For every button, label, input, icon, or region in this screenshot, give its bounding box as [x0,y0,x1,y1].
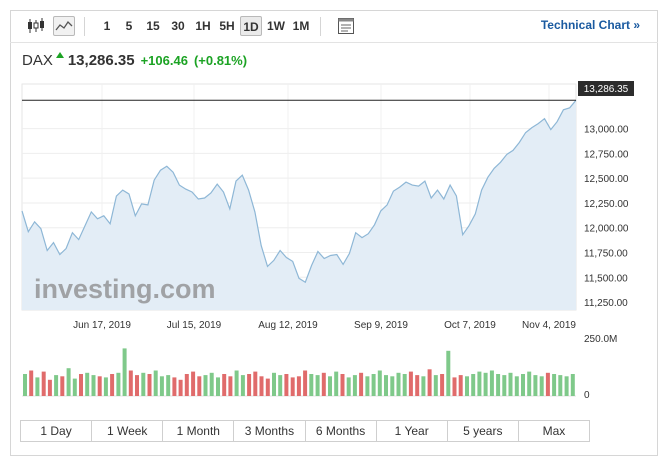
timeframe-5[interactable]: 5 [125,19,133,33]
toolbar-divider [84,17,85,36]
timeframe-30[interactable]: 30 [171,19,185,33]
range-1-week[interactable]: 1 Week [92,421,164,441]
range-max[interactable]: Max [542,424,566,438]
timeframe-1h[interactable]: 1H [195,19,211,33]
timeframe-1w[interactable]: 1W [267,19,285,33]
candlestick-chart-icon[interactable] [25,16,47,36]
timeframe-15[interactable]: 15 [146,19,160,33]
chart-widget-frame [10,10,658,456]
range-6-months[interactable]: 6 Months [306,421,377,441]
range-3-months[interactable]: 3 Months [234,421,306,441]
line-chart-icon[interactable] [53,16,75,36]
price-change: +106.46 [140,53,188,68]
range-1-month[interactable]: 1 Month [163,421,235,441]
technical-chart-link[interactable]: Technical Chart » [540,18,640,32]
range-5-years[interactable]: 5 years [448,421,519,441]
chart-settings-icon[interactable] [335,16,357,36]
up-arrow-icon [55,52,64,58]
timeframe-1d[interactable]: 1D [240,16,262,36]
range-1-day[interactable]: 1 Day [21,421,93,441]
timeframe-5h[interactable]: 5H [219,19,235,33]
toolbar-divider [320,17,321,36]
timeframe-1[interactable]: 1 [103,19,111,33]
range-1-year[interactable]: 1 Year [377,421,448,441]
quote-header: DAX 13,286.35 +106.46 (+0.81%) [22,52,247,69]
last-price: 13,286.35 [67,52,135,69]
timeframe-1m[interactable]: 1M [292,19,310,33]
price-change-percent: (+0.81%) [193,53,248,68]
chart-toolbar: 1 5 15 30 1H 5H 1D 1W 1M Technical Chart… [10,10,658,43]
instrument-symbol: DAX [22,52,53,69]
range-selector: 1 Day 1 Week 1 Month 3 Months 6 Months 1… [20,420,590,442]
